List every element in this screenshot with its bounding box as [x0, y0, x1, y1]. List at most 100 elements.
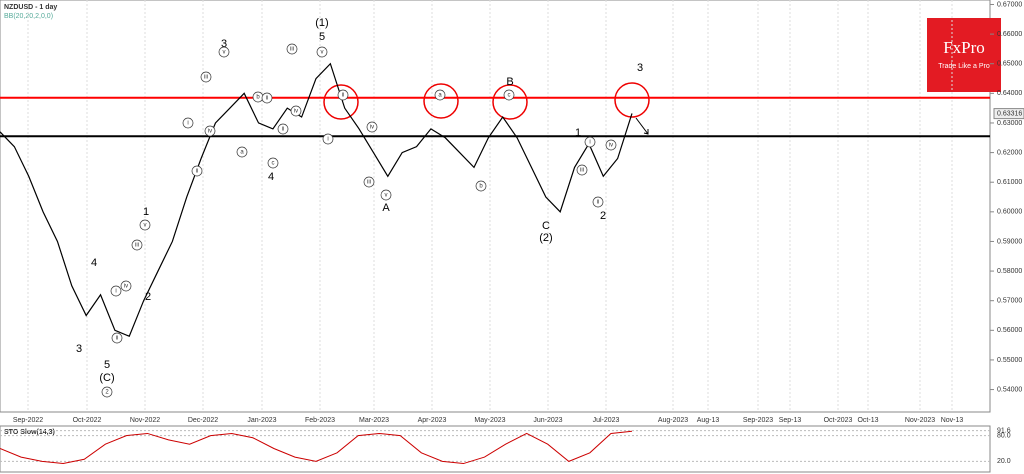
wave-label: 5 [319, 31, 325, 43]
circled-label: iii [135, 243, 139, 249]
x-tick-label: Nov-2023 [905, 417, 935, 424]
wave-circle [363, 176, 375, 188]
circled-label: a [438, 93, 442, 99]
x-tick-label: Mar-2023 [359, 417, 389, 424]
wave-label: 2 [145, 291, 151, 303]
x-tick-label: May-2023 [474, 417, 505, 424]
chart-title: NZDUSD - 1 day [4, 4, 57, 11]
highlight-circle [323, 84, 359, 120]
y-tick-label: 0.66000 [997, 31, 1022, 38]
current-price-box [993, 108, 1024, 120]
y-tick-label: 0.57000 [997, 298, 1022, 305]
main-panel [0, 0, 991, 413]
oscillator-panel [0, 425, 991, 473]
circled-label: v [385, 193, 388, 199]
y-tick-label: 0.55000 [997, 357, 1022, 364]
wave-circle [584, 136, 596, 148]
osc-tick-label: 80.0 [997, 432, 1011, 439]
oscillator-line [0, 430, 633, 465]
wave-circle [434, 89, 446, 101]
circled-label: c [508, 93, 511, 99]
y-tick-label: 0.56000 [997, 327, 1022, 334]
wave-circle [182, 117, 194, 129]
y-tick-label: 0.64000 [997, 90, 1022, 97]
x-tick-label: Oct-2023 [824, 417, 853, 424]
y-tick-label: 0.60000 [997, 209, 1022, 216]
x-tick-label: Apr-2023 [418, 417, 447, 424]
circled-label: i [115, 289, 116, 295]
wave-circle [261, 92, 273, 104]
y-tick-label: 0.61000 [997, 179, 1022, 186]
wave-circle [131, 239, 143, 251]
circled-label: a [240, 150, 244, 156]
wave-label: 3 [76, 343, 82, 355]
wave-circle [290, 105, 302, 117]
circled-label: iii [580, 168, 584, 174]
wave-circle [236, 146, 248, 158]
circled-label: v [144, 223, 147, 229]
wave-label: A [382, 202, 390, 214]
osc-tick-label: 91.6 [997, 427, 1011, 434]
y-tick-label: 0.58000 [997, 268, 1022, 275]
wave-circle [576, 164, 588, 176]
circled-label: v [321, 50, 324, 56]
highlight-circle [423, 83, 459, 119]
wave-circle [277, 123, 289, 135]
wave-label: 4 [268, 171, 274, 183]
circled-label: ii [342, 93, 345, 99]
circled-label: iv [370, 125, 374, 131]
x-tick-label: Oct-13 [857, 417, 878, 424]
wave-circle [120, 280, 132, 292]
circled-label: v [223, 50, 226, 56]
wave-circle [380, 189, 392, 201]
arrow [635, 117, 649, 135]
circled-label: i [187, 121, 188, 127]
circled-label: b [256, 95, 260, 101]
circled-label: ii [597, 200, 600, 206]
highlight-circle [492, 84, 528, 120]
y-tick-label: 0.59000 [997, 238, 1022, 245]
x-tick-label: Sep-13 [779, 417, 802, 424]
wave-circle [204, 125, 216, 137]
x-tick-label: Dec-2022 [188, 417, 218, 424]
circled-label: iv [124, 284, 128, 290]
wave-circle [503, 89, 515, 101]
highlight-circle [614, 82, 650, 118]
wave-label: (1) [315, 17, 328, 29]
wave-circle [111, 332, 123, 344]
circled-label: iii [290, 47, 294, 53]
wave-label: (2) [539, 232, 552, 244]
y-tick-label: 0.63000 [997, 120, 1022, 127]
circled-label: iv [294, 109, 298, 115]
wave-circle [605, 139, 617, 151]
circled-label: iii [367, 180, 371, 186]
circled-label: iv [208, 129, 212, 135]
wave-circle [218, 46, 230, 58]
wave-label: 4 [91, 257, 97, 269]
wave-circle [316, 46, 328, 58]
wave-label: B [506, 76, 513, 88]
wave-label: 1 [575, 127, 581, 139]
x-tick-label: Jan-2023 [247, 417, 276, 424]
wave-circle [366, 121, 378, 133]
wave-circle [110, 285, 122, 297]
wave-circle [200, 71, 212, 83]
wave-circle [592, 196, 604, 208]
x-tick-label: Sep-2023 [743, 417, 773, 424]
x-tick-label: Oct-2022 [73, 417, 102, 424]
x-tick-label: Nov-13 [941, 417, 964, 424]
x-tick-label: Jul-2023 [593, 417, 620, 424]
wave-circle [139, 219, 151, 231]
circled-label: c [272, 161, 275, 167]
wave-circle [286, 43, 298, 55]
wave-label: (C) [99, 372, 114, 384]
circled-label: ii [266, 96, 269, 102]
y-tick-label: 0.54000 [997, 386, 1022, 393]
y-tick-label: 0.67000 [997, 1, 1022, 8]
osc-tick-label: 20.0 [997, 458, 1011, 465]
y-tick-label: 0.65000 [997, 61, 1022, 68]
wave-circle [337, 89, 349, 101]
x-tick-label: Nov-2022 [130, 417, 160, 424]
current-price-label: 0.63316 [997, 110, 1022, 117]
